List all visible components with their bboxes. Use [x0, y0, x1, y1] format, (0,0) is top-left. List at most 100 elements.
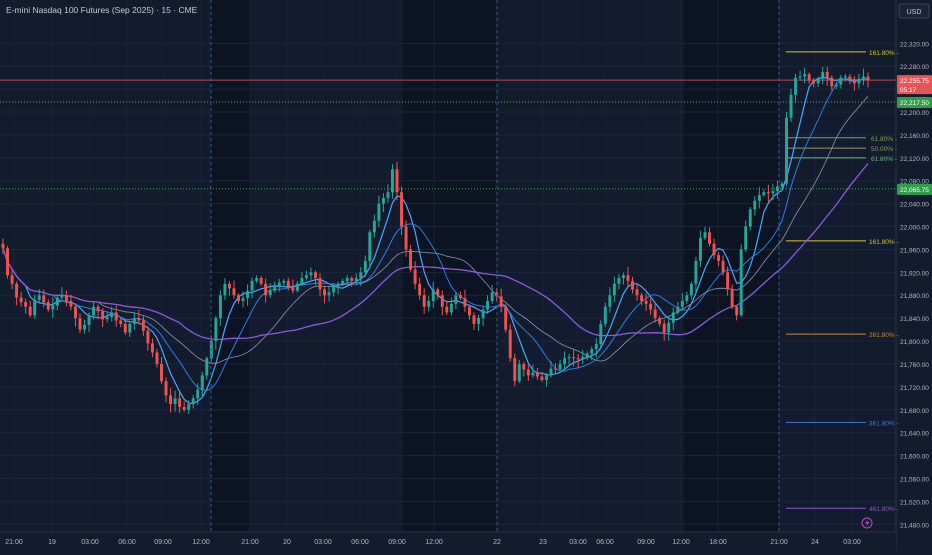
candle[interactable]	[418, 283, 422, 296]
candle[interactable]	[400, 192, 404, 227]
candle[interactable]	[314, 272, 317, 279]
candle[interactable]	[486, 300, 490, 310]
candle[interactable]	[268, 290, 272, 296]
candle[interactable]	[241, 298, 245, 301]
candle[interactable]	[739, 249, 743, 316]
candle[interactable]	[766, 192, 770, 194]
candle[interactable]	[535, 372, 539, 377]
candle[interactable]	[24, 302, 28, 307]
candle[interactable]	[671, 312, 675, 323]
candle[interactable]	[96, 306, 100, 312]
candle[interactable]	[114, 312, 118, 321]
candle[interactable]	[504, 306, 508, 330]
candle[interactable]	[173, 398, 177, 405]
candle[interactable]	[658, 318, 662, 324]
candle[interactable]	[101, 311, 105, 320]
candle[interactable]	[73, 306, 77, 319]
candle[interactable]	[227, 283, 231, 289]
candle[interactable]	[155, 352, 159, 364]
candle[interactable]	[698, 237, 702, 261]
candle[interactable]	[354, 278, 358, 281]
candle[interactable]	[798, 76, 802, 78]
candle[interactable]	[105, 317, 109, 320]
candle[interactable]	[581, 357, 585, 360]
candle[interactable]	[703, 232, 707, 238]
currency-button[interactable]	[898, 3, 930, 19]
candle[interactable]	[1, 243, 5, 249]
candle[interactable]	[526, 369, 530, 376]
candle[interactable]	[64, 295, 68, 301]
candle[interactable]	[286, 280, 290, 287]
candle[interactable]	[318, 278, 322, 290]
candle[interactable]	[218, 295, 222, 319]
candle[interactable]	[391, 169, 394, 193]
candle[interactable]	[259, 278, 263, 284]
candle[interactable]	[395, 169, 399, 193]
candle[interactable]	[603, 306, 607, 324]
candle[interactable]	[544, 375, 548, 380]
candle[interactable]	[255, 278, 259, 281]
candle[interactable]	[15, 283, 19, 298]
candle[interactable]	[381, 197, 385, 204]
candle[interactable]	[708, 232, 711, 244]
candle[interactable]	[721, 260, 725, 273]
candle[interactable]	[282, 280, 286, 283]
candle[interactable]	[712, 243, 716, 256]
candle[interactable]	[332, 286, 336, 293]
candle[interactable]	[137, 318, 141, 321]
candle[interactable]	[626, 275, 630, 281]
candle[interactable]	[368, 232, 372, 261]
candle[interactable]	[169, 395, 173, 405]
candle[interactable]	[717, 255, 721, 261]
candle[interactable]	[309, 272, 313, 276]
candle[interactable]	[427, 300, 431, 307]
candle[interactable]	[187, 404, 191, 410]
candle[interactable]	[594, 343, 598, 350]
candle[interactable]	[816, 78, 820, 84]
candle[interactable]	[834, 84, 838, 87]
candle[interactable]	[513, 358, 517, 382]
candle[interactable]	[92, 306, 96, 316]
candle[interactable]	[449, 303, 453, 313]
candle[interactable]	[200, 375, 204, 390]
candle[interactable]	[83, 325, 86, 330]
candle[interactable]	[273, 286, 277, 291]
candle[interactable]	[178, 398, 182, 407]
candle[interactable]	[508, 329, 512, 359]
candle[interactable]	[789, 94, 793, 118]
candle[interactable]	[481, 309, 485, 319]
candle[interactable]	[110, 312, 114, 318]
candle[interactable]	[775, 186, 779, 192]
lightning-icon[interactable]	[861, 517, 873, 529]
candle[interactable]	[803, 74, 807, 77]
candle[interactable]	[78, 318, 82, 330]
candle[interactable]	[807, 74, 811, 81]
candle[interactable]	[436, 289, 440, 296]
candle[interactable]	[205, 358, 209, 376]
candle[interactable]	[196, 389, 200, 399]
candle[interactable]	[431, 289, 435, 301]
candle[interactable]	[55, 297, 59, 306]
candle[interactable]	[42, 295, 46, 303]
candle[interactable]	[46, 302, 50, 310]
candle[interactable]	[409, 249, 413, 270]
candle[interactable]	[848, 76, 852, 80]
candle[interactable]	[119, 320, 123, 324]
candle[interactable]	[264, 283, 268, 296]
candle[interactable]	[250, 280, 254, 291]
candle[interactable]	[291, 286, 295, 291]
candle[interactable]	[590, 349, 594, 354]
candle[interactable]	[413, 269, 417, 284]
candle[interactable]	[825, 71, 829, 78]
candle[interactable]	[386, 192, 390, 198]
candle[interactable]	[839, 77, 843, 85]
candle[interactable]	[463, 298, 467, 307]
candle[interactable]	[28, 306, 32, 316]
candle[interactable]	[237, 295, 240, 301]
candle[interactable]	[499, 296, 503, 307]
candle[interactable]	[458, 295, 462, 299]
candle[interactable]	[150, 343, 154, 353]
candle[interactable]	[323, 289, 327, 296]
candle[interactable]	[649, 303, 653, 310]
